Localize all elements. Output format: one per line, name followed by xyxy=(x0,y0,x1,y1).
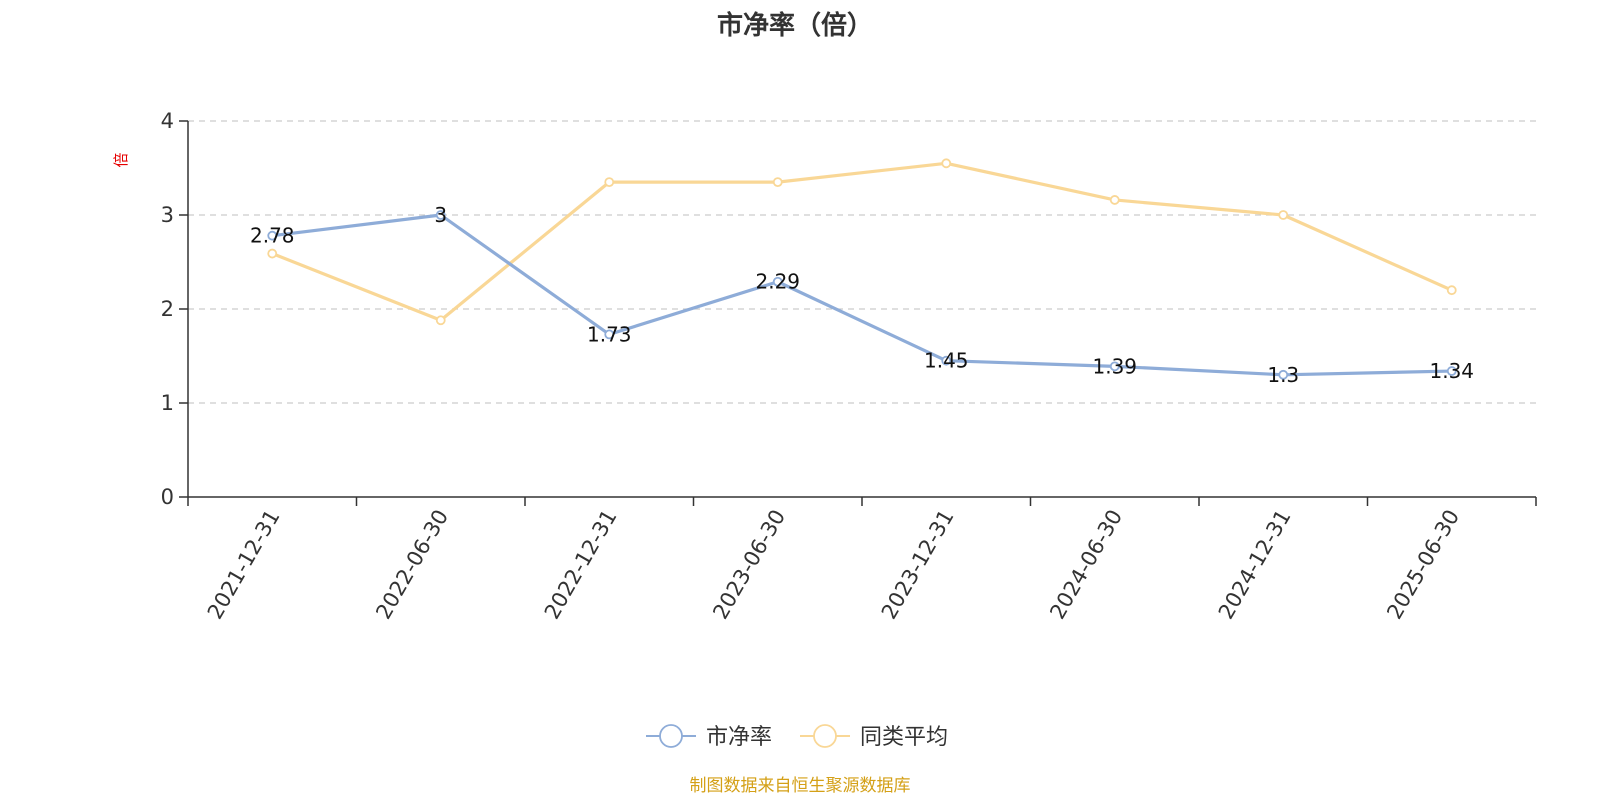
series-point[interactable] xyxy=(1109,361,1120,372)
data-label: 1.73 xyxy=(587,322,632,346)
data-label: 1.3 xyxy=(1267,363,1299,387)
y-tick-label: 0 xyxy=(161,485,174,509)
series-point[interactable] xyxy=(772,177,783,188)
legend-item-1[interactable]: 同类平均 xyxy=(800,724,948,750)
x-tick-label: 2025-06-30 xyxy=(1382,506,1464,624)
legend-item-0[interactable]: 市净率 xyxy=(646,724,772,750)
y-axis-label: 倍 xyxy=(112,152,130,167)
y-tick-label: 4 xyxy=(161,109,174,133)
source-note: 制图数据来自恒生聚源数据库 xyxy=(690,776,911,796)
x-tick-label: 2022-12-31 xyxy=(540,506,622,624)
y-tick-label: 1 xyxy=(161,391,174,415)
series-point[interactable] xyxy=(941,158,952,169)
data-labels: 2.78 3 1.73 2.29 1.45 1.39 1.3 1.34 xyxy=(250,203,1474,387)
y-tick-label: 2 xyxy=(161,297,174,321)
legend-label: 市净率 xyxy=(706,725,772,750)
series-point[interactable] xyxy=(435,210,446,220)
series-point[interactable] xyxy=(1446,285,1457,296)
series-point[interactable] xyxy=(1278,369,1289,380)
data-label: 1.39 xyxy=(1092,354,1137,378)
data-label: 3 xyxy=(434,203,447,227)
data-label: 1.34 xyxy=(1429,359,1474,383)
data-label: 1.45 xyxy=(924,349,969,373)
data-label: 2.78 xyxy=(250,224,295,248)
series-point[interactable] xyxy=(435,315,446,326)
series-line-0 xyxy=(272,213,1452,377)
series-point[interactable] xyxy=(1278,210,1289,220)
x-tick-label: 2023-12-31 xyxy=(877,506,959,624)
legend[interactable]: 市净率 同类平均 xyxy=(646,724,948,750)
series-point[interactable] xyxy=(267,248,278,259)
series-point[interactable] xyxy=(1446,366,1457,376)
x-tick-label: 2024-12-31 xyxy=(1214,506,1296,624)
legend-label: 同类平均 xyxy=(860,725,948,750)
x-tick-label: 2023-06-30 xyxy=(708,506,790,624)
chart-title: 市净率（倍） xyxy=(717,10,873,41)
grid-lines xyxy=(188,120,1536,404)
series-point[interactable] xyxy=(941,355,952,366)
x-tick-label: 2022-06-30 xyxy=(371,506,453,624)
series-point[interactable] xyxy=(604,329,615,340)
x-tick-label: 2024-06-30 xyxy=(1045,506,1127,624)
series-point[interactable] xyxy=(604,177,615,188)
series-point[interactable] xyxy=(772,276,783,287)
series-layer xyxy=(267,158,1457,380)
legend-marker xyxy=(813,724,837,748)
series-point[interactable] xyxy=(1109,195,1120,205)
axes: 0 1 2 3 4 2021-12-31 2022-06-30 2022-12-31 2023-… xyxy=(161,109,1537,624)
series-point[interactable] xyxy=(267,230,278,241)
series-line-1 xyxy=(271,161,1453,322)
x-tick-label: 2021-12-31 xyxy=(203,506,285,624)
y-tick-label: 3 xyxy=(161,203,174,227)
legend-marker xyxy=(659,724,683,748)
data-label: 2.29 xyxy=(755,270,800,294)
